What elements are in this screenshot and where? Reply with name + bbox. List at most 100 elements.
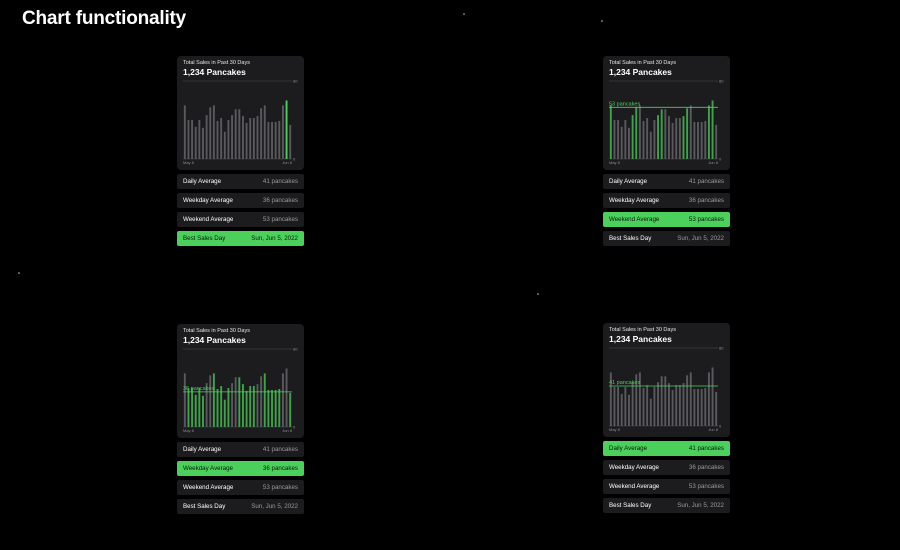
weekend-average-value: 53 pancakes xyxy=(262,484,298,491)
bar xyxy=(256,384,259,427)
bar xyxy=(682,116,685,159)
daily-average-row[interactable]: Daily Average 41 pancakes xyxy=(603,441,730,456)
bar xyxy=(664,376,667,426)
bar xyxy=(191,120,194,159)
y-tick-label-top: 80 xyxy=(293,347,298,352)
bar xyxy=(249,118,252,159)
weekend-average-value: 53 pancakes xyxy=(262,216,298,223)
weekday-average-label: Weekday Average xyxy=(609,197,659,204)
best-sales-day-row[interactable]: Best Sales Day Sun, Jun 5, 2022 xyxy=(603,498,730,513)
best-sales-day-row[interactable]: Best Sales Day Sun, Jun 5, 2022 xyxy=(603,231,730,246)
weekend-average-row[interactable]: Weekend Average 53 pancakes xyxy=(603,479,730,494)
best-sales-day-label: Best Sales Day xyxy=(609,502,652,509)
weekend-average-row[interactable]: Weekend Average 53 pancakes xyxy=(177,480,304,495)
bar xyxy=(704,387,707,426)
bar xyxy=(711,100,714,159)
bar xyxy=(271,389,273,427)
bar xyxy=(609,372,612,427)
weekday-average-row[interactable]: Weekday Average 36 pancakes xyxy=(603,193,730,208)
daily-average-row[interactable]: Daily Average 41 pancakes xyxy=(603,174,730,189)
bar xyxy=(657,382,659,427)
average-rule-label: 53 pancakes xyxy=(609,101,640,107)
weekday-average-row[interactable]: Weekday Average 36 pancakes xyxy=(177,461,304,476)
y-tick-label-top: 80 xyxy=(293,79,298,84)
weekend-average-label: Weekend Average xyxy=(183,484,234,491)
bar xyxy=(274,121,277,159)
bar xyxy=(613,387,616,426)
daily-average-value: 41 pancakes xyxy=(262,178,298,185)
bar xyxy=(609,105,612,160)
daily-average-value: 41 pancakes xyxy=(262,446,298,453)
bar xyxy=(635,107,638,159)
y-tick-label-bottom: 0 xyxy=(719,157,722,162)
bar xyxy=(242,384,244,427)
bar xyxy=(697,121,699,159)
bar xyxy=(693,121,696,159)
panel-daily-average: Total Sales in Past 30 Days 1,234 Pancak… xyxy=(603,323,730,513)
chart-header: Total Sales in Past 30 Days xyxy=(183,60,250,66)
x-tick-label-start: May 8 xyxy=(609,160,621,165)
bar xyxy=(617,120,620,159)
bar xyxy=(697,388,699,426)
weekend-average-row[interactable]: Weekend Average 53 pancakes xyxy=(177,212,304,227)
weekday-average-value: 36 pancakes xyxy=(262,465,298,472)
bar xyxy=(617,387,620,426)
weekend-average-value: 53 pancakes xyxy=(688,483,724,490)
bar xyxy=(202,395,204,427)
best-sales-day-row[interactable]: Best Sales Day Sun, Jun 5, 2022 xyxy=(177,231,304,246)
bar xyxy=(183,373,186,428)
daily-average-label: Daily Average xyxy=(609,178,648,185)
bar xyxy=(234,109,237,159)
weekday-average-label: Weekday Average xyxy=(609,464,659,471)
weekday-average-value: 36 pancakes xyxy=(688,464,724,471)
bar xyxy=(227,120,230,159)
bar xyxy=(631,115,634,160)
average-rule-label: 36 pancakes xyxy=(183,386,214,392)
bar xyxy=(187,388,190,427)
bar xyxy=(700,388,703,426)
bar xyxy=(682,383,685,426)
x-tick-label-end: Jun 8 xyxy=(708,427,719,432)
bar xyxy=(675,118,678,159)
bar xyxy=(689,372,692,427)
x-tick-label-start: May 8 xyxy=(183,428,195,433)
bar xyxy=(689,105,692,160)
chart-header: Total Sales in Past 30 Days xyxy=(609,327,676,333)
best-sales-day-value: Sun, Jun 5, 2022 xyxy=(251,503,298,510)
bar xyxy=(624,387,627,426)
x-tick-label-end: Jun 8 xyxy=(282,160,293,165)
bar xyxy=(620,393,623,426)
daily-average-row[interactable]: Daily Average 41 pancakes xyxy=(177,174,304,189)
bar xyxy=(657,115,659,160)
x-tick-label-start: May 8 xyxy=(183,160,195,165)
sales-chart-card: Total Sales in Past 30 Days 1,234 Pancak… xyxy=(177,56,304,170)
bar xyxy=(238,109,241,159)
bar-chart: 80 0 May 8 Jun 8 xyxy=(183,79,298,165)
speck xyxy=(601,20,603,22)
bar xyxy=(628,127,630,159)
weekday-average-row[interactable]: Weekday Average 36 pancakes xyxy=(177,193,304,208)
bar xyxy=(212,105,215,160)
bar xyxy=(267,389,270,427)
weekday-average-row[interactable]: Weekday Average 36 pancakes xyxy=(603,460,730,475)
chart-header: Total Sales in Past 30 Days xyxy=(183,328,250,334)
bar xyxy=(227,388,230,427)
daily-average-row[interactable]: Daily Average 41 pancakes xyxy=(177,442,304,457)
bar xyxy=(668,383,670,426)
bar xyxy=(187,120,190,159)
x-tick-label-start: May 8 xyxy=(609,427,621,432)
bar xyxy=(660,109,663,159)
panel-weekend-average: Total Sales in Past 30 Days 1,234 Pancak… xyxy=(603,56,730,246)
bar xyxy=(678,385,681,426)
y-tick-label-top: 80 xyxy=(719,79,724,84)
bar xyxy=(624,120,627,159)
best-sales-day-row[interactable]: Best Sales Day Sun, Jun 5, 2022 xyxy=(177,499,304,514)
weekend-average-label: Weekend Average xyxy=(609,483,660,490)
weekday-average-value: 36 pancakes xyxy=(262,197,298,204)
bar xyxy=(707,372,710,427)
weekend-average-row[interactable]: Weekend Average 53 pancakes xyxy=(603,212,730,227)
sales-chart-card: Total Sales in Past 30 Days 1,234 Pancak… xyxy=(603,56,730,170)
bar xyxy=(245,390,248,427)
bar xyxy=(613,120,616,159)
bar xyxy=(628,394,630,426)
